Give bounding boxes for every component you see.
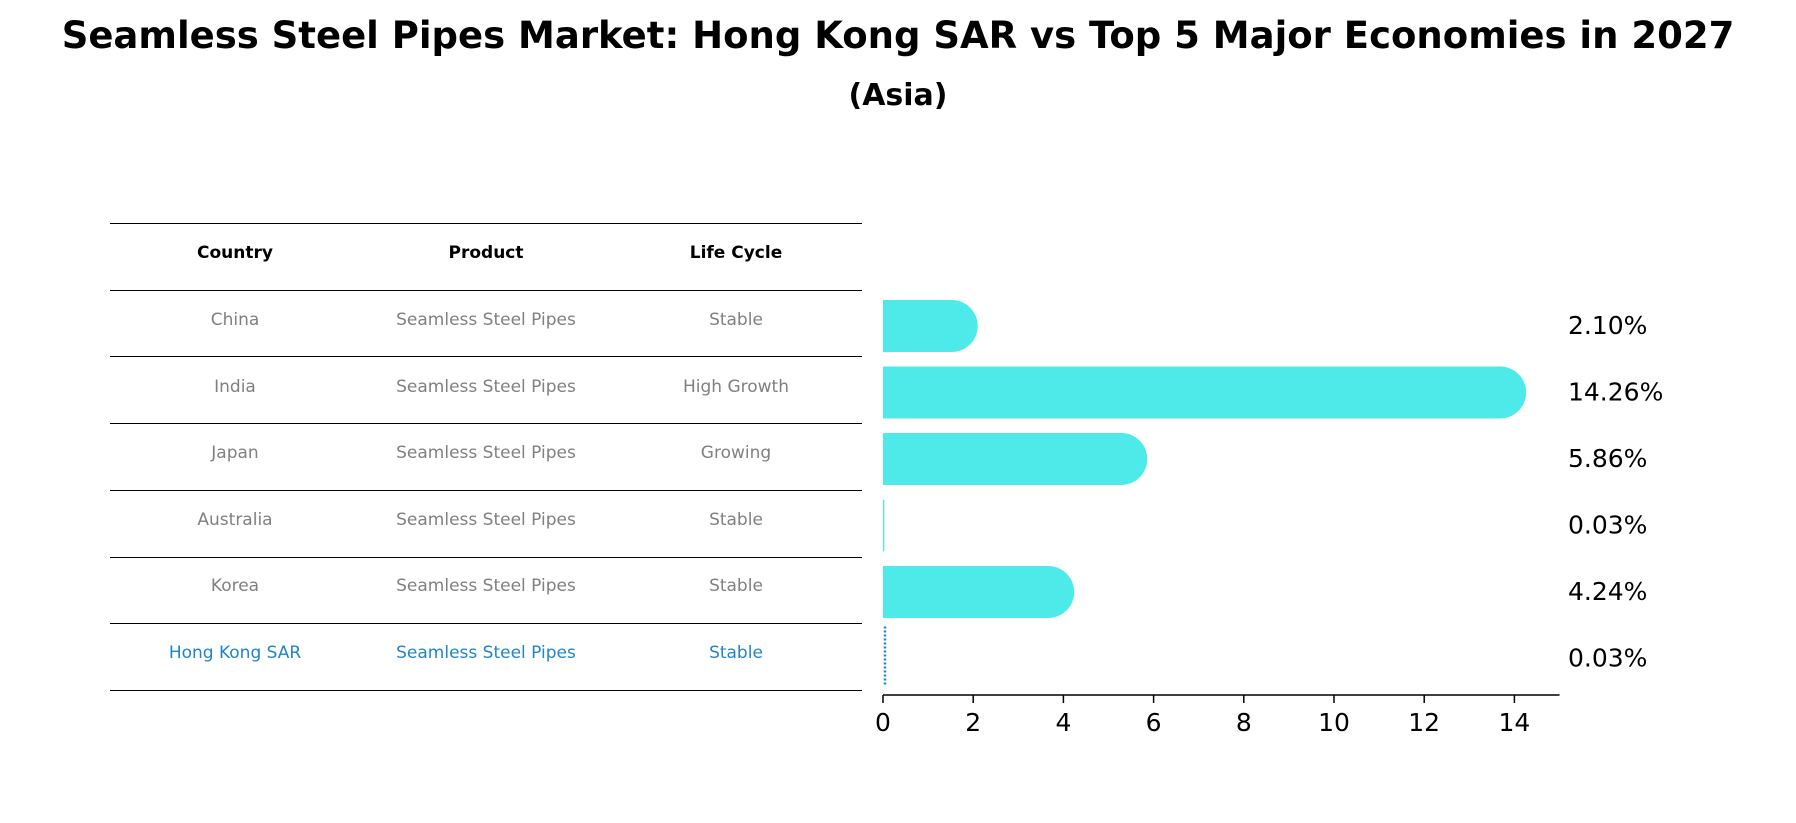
table-rule — [110, 356, 862, 357]
row-china-country: China — [210, 310, 260, 330]
table-rule — [110, 690, 862, 691]
bar-japan — [857, 433, 1148, 485]
row-australia-product: Seamless Steel Pipes — [396, 510, 576, 530]
bar-mask-china — [856, 300, 883, 352]
header-life-cycle: Life Cycle — [689, 243, 783, 263]
row-australia-life-cycle: Stable — [709, 510, 763, 530]
header-product: Product — [448, 243, 524, 263]
row-japan-life-cycle: Growing — [700, 443, 772, 463]
row-japan-country: Japan — [211, 443, 259, 463]
table-rule — [110, 623, 862, 624]
table-rule — [110, 557, 862, 558]
x-tick-label: 0 — [875, 708, 891, 737]
row-india-country: India — [214, 377, 256, 397]
x-tick-label: 6 — [1146, 708, 1162, 737]
row-korea-life-cycle: Stable — [709, 576, 763, 596]
row-china-life-cycle: Stable — [709, 310, 763, 330]
bar-korea — [857, 566, 1075, 618]
row-australia-country: Australia — [197, 510, 273, 530]
bar-mask-japan — [856, 433, 883, 485]
table-rule — [110, 290, 862, 291]
row-hong-kong-life-cycle: Stable — [709, 643, 763, 663]
x-tick-label: 4 — [1055, 708, 1071, 737]
value-label-india: 14.26% — [1568, 378, 1663, 407]
chart-title: Seamless Steel Pipes Market: Hong Kong S… — [61, 14, 1735, 57]
x-tick-label: 14 — [1498, 708, 1530, 737]
x-tick-label: 10 — [1318, 708, 1350, 737]
row-japan-product: Seamless Steel Pipes — [396, 443, 576, 463]
chart-subtitle: (Asia) — [848, 78, 948, 113]
bar-mask-australia — [880, 499, 883, 552]
bar-mask-india — [856, 366, 883, 419]
bar-china — [857, 300, 978, 352]
row-korea-country: Korea — [210, 576, 260, 596]
value-label-china: 2.10% — [1568, 311, 1647, 340]
value-label-hong-kong-sar: 0.03% — [1568, 644, 1647, 673]
table-rule — [110, 223, 862, 224]
table-rule — [110, 423, 862, 424]
row-india-product: Seamless Steel Pipes — [396, 377, 576, 397]
table-rule — [110, 490, 862, 491]
bar-mask-korea — [856, 566, 883, 618]
row-korea-product: Seamless Steel Pipes — [396, 576, 576, 596]
value-label-japan: 5.86% — [1568, 444, 1647, 473]
row-india-life-cycle: High Growth — [682, 377, 789, 397]
row-china-product: Seamless Steel Pipes — [396, 310, 576, 330]
bar-india — [857, 366, 1527, 419]
x-tick-label: 8 — [1236, 708, 1252, 737]
header-country: Country — [197, 243, 273, 263]
value-label-australia: 0.03% — [1568, 511, 1647, 540]
x-tick-label: 12 — [1408, 708, 1440, 737]
row-hong-kong-country: Hong Kong SAR — [168, 643, 302, 663]
x-tick-label: 2 — [965, 708, 981, 737]
row-hong-kong-product: Seamless Steel Pipes — [396, 643, 576, 663]
value-label-korea: 4.24% — [1568, 577, 1647, 606]
